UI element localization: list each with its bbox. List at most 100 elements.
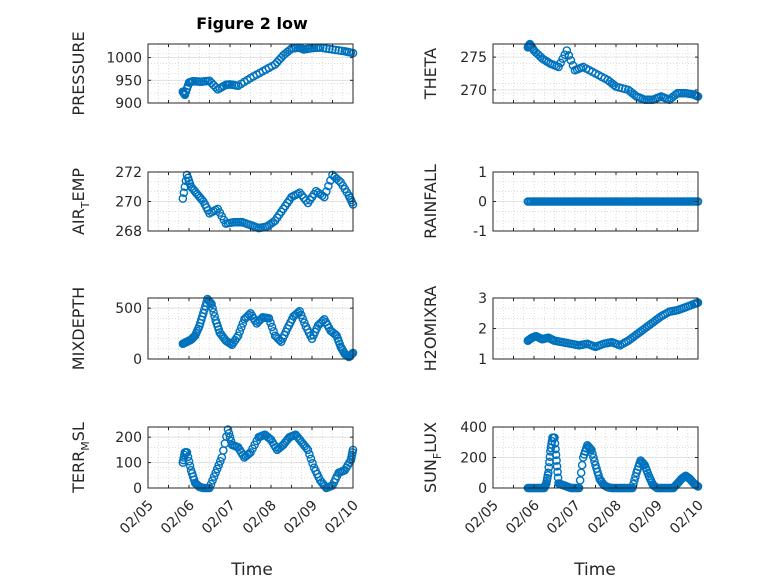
x-axis-label-left: Time	[230, 560, 273, 580]
data-point	[308, 458, 317, 468]
data-point	[589, 453, 598, 462]
data-point	[551, 450, 561, 460]
data-point	[562, 46, 572, 55]
x-tick-label: 02/09	[626, 498, 666, 538]
data-point	[334, 46, 343, 55]
data-point	[208, 476, 217, 485]
y-tick-label: 2	[478, 322, 487, 338]
data-point	[209, 472, 219, 481]
data-point	[267, 322, 277, 332]
data-point	[215, 457, 225, 466]
y-axis-label: PRESSURE	[69, 31, 88, 115]
y-tick-label: 272	[115, 165, 142, 181]
x-tick-label: 02/07	[199, 498, 239, 538]
data-point	[324, 181, 333, 191]
data-point	[184, 457, 194, 466]
data-point	[206, 298, 215, 308]
x-tick-label: 02/07	[544, 498, 584, 538]
y-tick-label: 950	[115, 73, 142, 89]
y-tick-label: 200	[460, 451, 487, 467]
y-tick-label: 900	[115, 96, 142, 112]
data-point	[214, 460, 224, 470]
subplot-7: 0 100 200 TERRMSL 02/05 02/06 02/07 02/08 02/09 0…	[69, 422, 362, 537]
data-point	[556, 58, 565, 68]
y-tick-label: 270	[115, 195, 142, 211]
data-point	[212, 464, 222, 474]
data-point	[553, 467, 562, 477]
x-axis-label-right: Time	[573, 560, 616, 580]
subplot-1: 900 950 1000 PRESSURE	[69, 31, 358, 116]
y-axis-label: H2OMIXRA	[421, 286, 440, 372]
figure-title: Figure 2 low	[196, 14, 308, 33]
data-point	[586, 444, 595, 454]
y-axis-label: MIXDEPTH	[69, 287, 88, 370]
y-tick-label: 0	[478, 481, 487, 497]
subplot-8: 0 200 400 SUNFLUX 02/05 02/06 02/07 02/08 02/09 0…	[421, 420, 707, 537]
x-tick-label: 02/10	[322, 498, 362, 538]
x-tick-label: 02/08	[240, 498, 280, 538]
y-tick-label: 0	[133, 352, 142, 368]
data-point	[630, 476, 639, 485]
data-point	[264, 314, 274, 323]
data-point	[306, 454, 316, 464]
data-point	[319, 192, 329, 202]
y-axis-label: SUNFLUX	[421, 422, 444, 493]
data-point	[588, 449, 597, 458]
y-tick-label: 400	[460, 420, 487, 436]
data-point	[178, 194, 188, 203]
y-tick-label: -1	[473, 224, 487, 240]
data-point	[334, 176, 343, 185]
subplot-3: 268 270 272 AIRTEMP	[69, 165, 358, 240]
subplot-4: -1 0 1 RAINFALL	[421, 164, 703, 240]
data-point	[303, 445, 313, 455]
data-point	[224, 429, 234, 438]
y-tick-label: 500	[115, 301, 142, 317]
data-point	[298, 314, 308, 324]
data-point	[297, 190, 307, 200]
x-tick-label: 02/08	[585, 498, 625, 538]
data-point	[566, 56, 576, 65]
data-point	[211, 468, 220, 478]
data-point	[183, 452, 193, 462]
data-point	[236, 323, 246, 332]
data-point	[211, 82, 220, 92]
data-point	[671, 90, 680, 100]
y-tick-label: 1000	[106, 51, 142, 67]
y-tick-label: 1	[478, 352, 487, 368]
data-point	[300, 318, 309, 327]
data-point	[226, 436, 236, 446]
data-point	[587, 445, 596, 455]
data-point	[552, 456, 561, 465]
data-point	[544, 468, 553, 478]
data-point	[609, 80, 619, 90]
data-point	[208, 303, 217, 313]
data-point	[225, 432, 235, 442]
data-point	[564, 51, 574, 60]
y-tick-label: 275	[460, 50, 487, 66]
y-tick-label: 270	[460, 83, 487, 99]
data-point	[223, 425, 233, 434]
y-tick-label: 0	[133, 481, 142, 497]
data-point	[235, 327, 245, 336]
data-point	[347, 349, 357, 359]
x-tick-label: 02/06	[503, 497, 543, 537]
data-point	[296, 310, 306, 320]
data-point	[233, 331, 243, 340]
x-tick-label: 02/10	[667, 498, 707, 538]
y-tick-label: 0	[478, 195, 487, 211]
data-point	[207, 299, 216, 309]
data-point	[209, 307, 218, 317]
y-axis-label: TERRMSL	[69, 422, 92, 494]
x-tick-label: 02/06	[158, 497, 198, 537]
data-point	[550, 433, 559, 442]
data-point	[552, 461, 562, 471]
subplot-5: 0 500 MIXDEPTH	[69, 287, 358, 370]
data-point	[551, 444, 560, 454]
x-tick-label: 02/05	[462, 498, 502, 538]
y-tick-label: 100	[115, 456, 142, 472]
data-point	[560, 50, 570, 59]
data-point	[182, 448, 192, 457]
x-tick-label: 02/09	[281, 498, 321, 538]
